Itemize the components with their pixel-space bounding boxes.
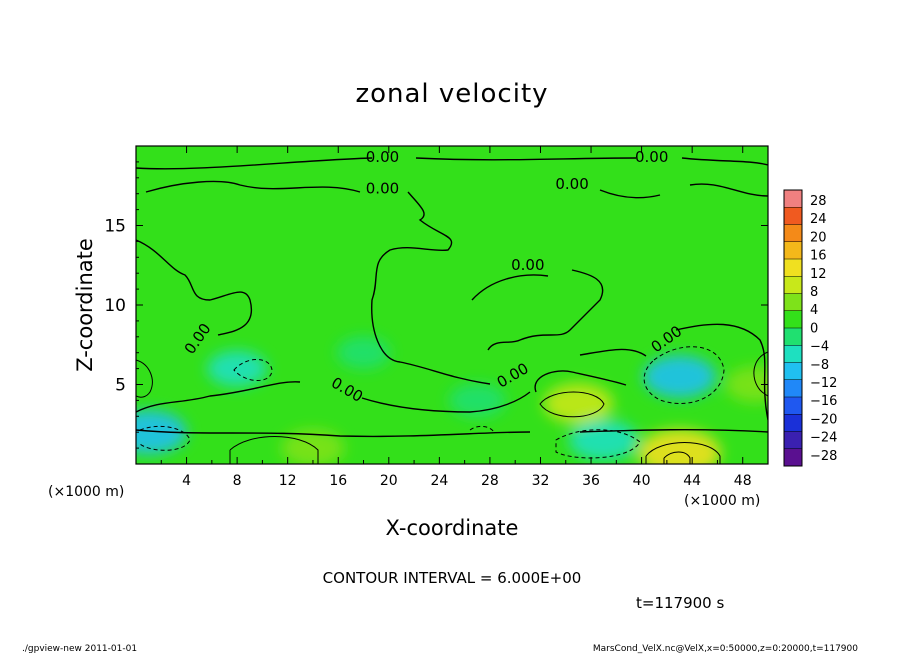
contour-line bbox=[539, 391, 605, 418]
colorbar-band bbox=[784, 293, 802, 312]
x-tick-label: 32 bbox=[532, 473, 550, 489]
contour-label: 0.00 bbox=[511, 256, 544, 274]
x-tick-label: 12 bbox=[279, 473, 297, 489]
colorbar-band bbox=[784, 328, 802, 346]
zero-contours bbox=[136, 157, 768, 438]
field-anomaly bbox=[725, 366, 768, 403]
colorbar-label: 28 bbox=[810, 194, 827, 209]
chart-title: zonal velocity bbox=[355, 79, 548, 109]
field-background bbox=[136, 146, 768, 464]
x-tick-label: 36 bbox=[582, 473, 600, 489]
x-tick-label: 28 bbox=[481, 473, 499, 489]
colorbar-band bbox=[784, 241, 802, 260]
colorbar-band bbox=[784, 414, 802, 432]
colorbar-label: 20 bbox=[810, 230, 827, 245]
field-anomaly bbox=[207, 350, 268, 387]
contour-line bbox=[139, 425, 191, 451]
x-tick-label: 8 bbox=[233, 473, 242, 489]
field-anomaly bbox=[543, 383, 614, 424]
field-anomaly bbox=[336, 336, 391, 370]
y-tick-label: 15 bbox=[104, 217, 126, 237]
contour-line bbox=[579, 323, 768, 421]
negative-contours bbox=[139, 346, 725, 459]
y-tick-label: 10 bbox=[104, 296, 126, 316]
colorbar: 28 24 20 16 12 8 4 0 −4 −8 −12 −16 −20 −24 −28 bbox=[783, 189, 837, 467]
contour-line bbox=[753, 351, 768, 397]
contour-line bbox=[229, 436, 319, 464]
contour-line bbox=[136, 359, 153, 398]
contour-line bbox=[555, 429, 641, 459]
x-tick-label: 48 bbox=[734, 473, 752, 489]
colorbar-label: −4 bbox=[810, 340, 829, 355]
x-tick-label: 20 bbox=[380, 473, 398, 489]
positive-contours bbox=[136, 351, 768, 464]
field-anomaly bbox=[568, 419, 639, 461]
contour-label: 0.00 bbox=[366, 148, 399, 166]
contour-line bbox=[645, 442, 721, 464]
y-axis-label: Z-coordinate bbox=[73, 238, 97, 372]
field-anomaly bbox=[638, 429, 721, 464]
contour-interval: CONTOUR INTERVAL = 6.000E+00 bbox=[323, 569, 582, 587]
contour-line bbox=[233, 359, 273, 381]
contour-line bbox=[469, 425, 495, 433]
colorbar-band bbox=[784, 431, 802, 450]
colorbar-label: 24 bbox=[810, 212, 827, 227]
contour-line bbox=[145, 180, 491, 385]
colorbar-band bbox=[784, 345, 802, 363]
time-stamp: t=117900 s bbox=[636, 594, 724, 612]
colorbar-label: 8 bbox=[810, 285, 818, 300]
contour-line bbox=[136, 239, 253, 336]
y-tick-label: 5 bbox=[115, 376, 126, 396]
colorbar-band bbox=[784, 362, 802, 381]
contour-line bbox=[534, 370, 627, 393]
field-anomalies bbox=[136, 336, 768, 464]
colorbar-band bbox=[784, 190, 802, 208]
colorbar-label: −8 bbox=[810, 358, 829, 373]
contour-label: 0.00 bbox=[366, 180, 399, 198]
colorbar-band bbox=[784, 276, 802, 294]
colorbar-band bbox=[784, 397, 802, 415]
colorbar-label: 4 bbox=[810, 303, 818, 318]
colorbar-label: −24 bbox=[810, 431, 837, 446]
colorbar-band bbox=[784, 259, 802, 277]
contour-label: 0.00 bbox=[635, 148, 668, 166]
colorbar-band bbox=[784, 207, 802, 225]
x-tick-label: 4 bbox=[182, 473, 191, 489]
field-anomaly bbox=[643, 355, 716, 398]
colorbar-label: 0 bbox=[810, 321, 818, 336]
contour-line bbox=[599, 183, 768, 199]
colorbar-label: −20 bbox=[810, 412, 837, 427]
contour-line bbox=[136, 157, 768, 170]
colorbar-label: −12 bbox=[810, 376, 837, 391]
contour-line bbox=[471, 269, 604, 351]
y-axis: 5 10 15 bbox=[104, 161, 768, 449]
x-tick-label: 40 bbox=[633, 473, 651, 489]
contour-line bbox=[136, 381, 301, 413]
footer-right: MarsCond_VelX.nc@VelX,x=0:50000,z=0:2000… bbox=[593, 644, 858, 654]
field-anomaly bbox=[281, 429, 345, 464]
contour-line bbox=[663, 451, 691, 464]
x-axis-label: X-coordinate bbox=[386, 516, 519, 540]
plot-area: 0.000.00 0.000.000.000.000.00 0.000.00 bbox=[135, 145, 769, 465]
colorbar-label: −16 bbox=[810, 394, 837, 409]
x-scale-note: (×1000 m) bbox=[684, 493, 760, 509]
x-axis: 4 8 12 16 20 24 28 32 36 40 44 48 bbox=[160, 146, 752, 489]
colorbar-band bbox=[784, 224, 802, 243]
contour-line bbox=[361, 391, 531, 413]
contour-label: 0.00 bbox=[555, 175, 588, 193]
colorbar-label: −28 bbox=[810, 449, 837, 464]
colorbar-band bbox=[784, 379, 802, 398]
x-tick-label: 24 bbox=[430, 473, 448, 489]
x-tick-label: 44 bbox=[683, 473, 701, 489]
colorbar-band bbox=[784, 310, 802, 329]
colorbar-band bbox=[784, 448, 802, 467]
x-tick-label: 16 bbox=[329, 473, 347, 489]
colorbar-label: 12 bbox=[810, 267, 827, 282]
footer-left: ./gpview-new 2011-01-01 bbox=[22, 644, 137, 654]
contour-line bbox=[136, 428, 768, 438]
colorbar-label: 16 bbox=[810, 249, 827, 264]
y-scale-note: (×1000 m) bbox=[48, 484, 124, 500]
